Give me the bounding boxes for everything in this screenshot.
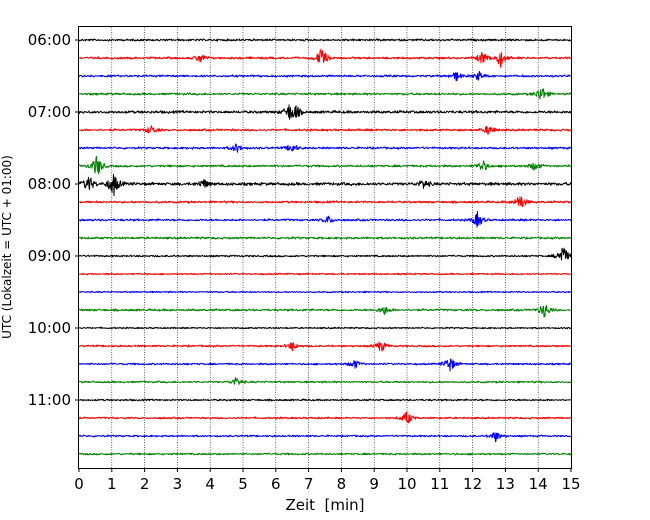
trace-0930 (78, 290, 572, 294)
x-tick-label-12: 12 (463, 475, 482, 493)
trace-1145 (78, 452, 572, 456)
y-tick-label-0800: 08:00 (28, 175, 71, 193)
x-axis-label: Zeit [min] (285, 496, 364, 514)
trace-0615 (78, 48, 572, 68)
x-tick-label-6: 6 (271, 475, 281, 493)
trace-0630 (78, 70, 572, 82)
plot-frame (78, 26, 572, 469)
trace-1030 (78, 358, 572, 372)
trace-0900 (78, 247, 572, 261)
trace-0600 (78, 38, 572, 42)
trace-0730 (78, 143, 572, 153)
y-tick-label-0900: 09:00 (28, 247, 71, 265)
x-tick-label-2: 2 (140, 475, 150, 493)
trace-1000 (78, 326, 572, 330)
x-tick-label-7: 7 (304, 475, 314, 493)
y-axis-ticks: 06:00 07:00 08:00 09:00 10:00 11:00 (28, 31, 79, 409)
x-axis-ticks: 0 1 2 3 4 5 6 7 8 9 10 11 12 13 14 15 (74, 468, 581, 493)
seismic-traces (78, 38, 572, 456)
x-tick-label-0: 0 (74, 475, 84, 493)
trace-1115 (78, 411, 572, 424)
x-tick-label-9: 9 (369, 475, 379, 493)
x-tick-label-3: 3 (173, 475, 183, 493)
trace-1015 (78, 341, 572, 352)
x-tick-label-15: 15 (561, 475, 580, 493)
trace-0645 (79, 88, 572, 100)
trace-0800 (78, 173, 572, 197)
trace-1100 (78, 398, 572, 402)
x-tick-label-11: 11 (430, 475, 449, 493)
trace-0915 (78, 272, 572, 276)
trace-1045 (78, 377, 572, 385)
trace-0745 (78, 155, 572, 175)
y-tick-label-1000: 10:00 (28, 319, 71, 337)
trace-0715 (78, 125, 572, 135)
trace-0945 (78, 305, 572, 318)
x-tick-label-5: 5 (238, 475, 248, 493)
y-tick-label-1100: 11:00 (28, 391, 71, 409)
trace-0830 (78, 211, 572, 228)
x-tick-label-10: 10 (397, 475, 416, 493)
vertical-gridlines (111, 27, 539, 468)
trace-0700 (78, 104, 572, 120)
x-tick-label-13: 13 (496, 475, 515, 493)
y-tick-label-0600: 06:00 (28, 31, 71, 49)
y-tick-label-0700: 07:00 (28, 103, 71, 121)
x-tick-label-8: 8 (337, 475, 347, 493)
trace-0845 (78, 236, 572, 240)
trace-1130 (78, 432, 572, 443)
x-tick-label-4: 4 (205, 475, 215, 493)
trace-0815 (78, 196, 572, 208)
x-tick-label-1: 1 (107, 475, 117, 493)
y-axis-label: UTC (Lokalzeit = UTC + 01:00) (0, 155, 14, 339)
x-tick-label-14: 14 (529, 475, 548, 493)
